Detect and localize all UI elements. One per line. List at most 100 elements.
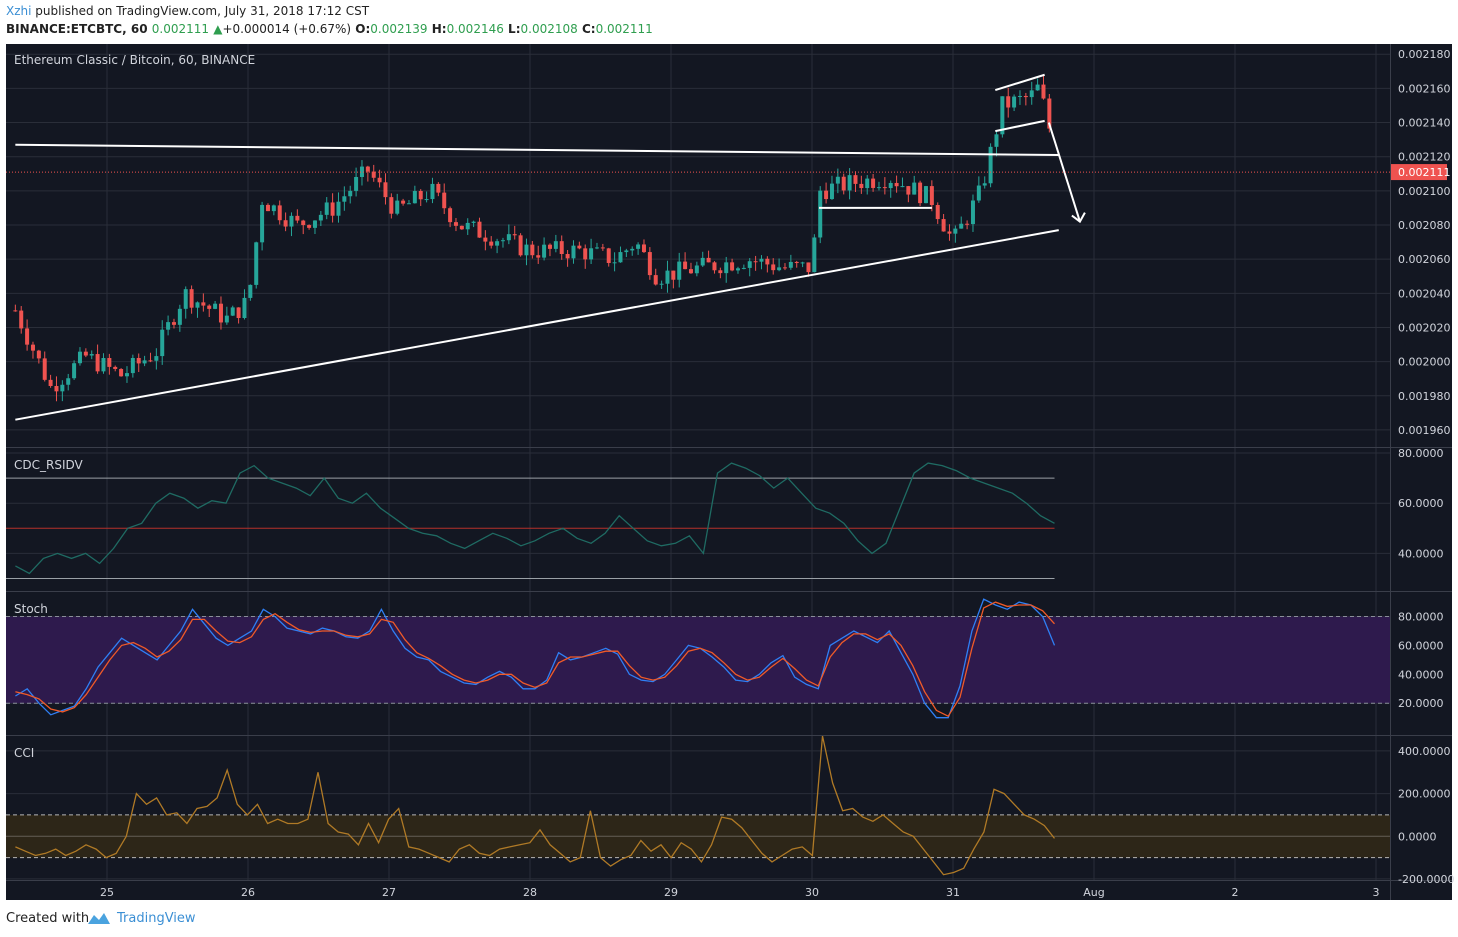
candle-body <box>900 186 905 188</box>
candle-body <box>177 308 182 325</box>
candle-body <box>630 248 635 251</box>
candle-body <box>101 358 106 372</box>
candle-body <box>671 270 676 280</box>
trendline <box>995 73 1045 92</box>
candle-body <box>489 241 494 246</box>
candle-body <box>906 186 911 195</box>
candle-body <box>301 220 306 226</box>
candle-body <box>929 186 934 205</box>
candle-body <box>207 305 212 309</box>
y-tick-label: 0.002160 <box>1398 82 1451 95</box>
candle-body <box>201 302 206 306</box>
candle-body <box>77 351 82 364</box>
last-price: 0.002111 <box>151 22 210 36</box>
candle-body <box>524 244 529 256</box>
candle-body <box>612 262 617 264</box>
candle-body <box>865 178 870 189</box>
chart-header: Xzhi published on TradingView.com, July … <box>0 0 1458 44</box>
x-tick-label: 29 <box>664 886 678 899</box>
candle-body <box>1023 95 1028 98</box>
candle-body <box>500 240 505 242</box>
y-tick-label: 0.002120 <box>1398 151 1451 164</box>
y-tick-label: 400.0000 <box>1398 745 1451 758</box>
candle-body <box>624 250 629 253</box>
candle-body <box>683 261 688 270</box>
candle-body <box>401 200 406 204</box>
candle-body <box>606 248 611 263</box>
candle-body <box>559 241 564 254</box>
y-tick-label: 0.002000 <box>1398 356 1451 369</box>
high-value: 0.002146 <box>446 22 504 36</box>
candle-body <box>213 303 218 309</box>
rsi-pane <box>6 462 1055 579</box>
candle-body <box>289 215 294 227</box>
candle-body <box>359 166 364 177</box>
candle-body <box>189 289 194 308</box>
cci-pane <box>6 735 1390 876</box>
candle-body <box>348 190 353 197</box>
candle-body <box>800 262 805 264</box>
y-tick-label: -200.0000 <box>1398 873 1454 886</box>
x-tick-label: 30 <box>805 886 819 899</box>
candle-body <box>124 373 129 377</box>
chart-background <box>6 44 1452 900</box>
candle-body <box>735 268 740 271</box>
candle-body <box>154 356 159 361</box>
candle-body <box>589 248 594 260</box>
candle-body <box>248 284 253 298</box>
chart-canvas[interactable]: 25 26 27 28 29 30 31 Aug 2 3 0.002180 0.002160 0.002… <box>0 44 1458 900</box>
candle-body <box>113 366 118 370</box>
candle-body <box>970 200 975 225</box>
author-link[interactable]: Xzhi <box>6 4 32 18</box>
candle-body <box>36 350 41 359</box>
candle-body <box>436 183 441 193</box>
candle-body <box>941 219 946 232</box>
candle-body <box>395 200 400 214</box>
candle-body <box>965 223 970 225</box>
publish-line: Xzhi published on TradingView.com, July … <box>6 4 369 18</box>
candle-body <box>148 360 153 362</box>
candle-body <box>653 275 658 285</box>
change-value: +0.000014 (+0.67%) <box>222 22 352 36</box>
candle-body <box>318 214 323 221</box>
candle-body <box>418 191 423 200</box>
candle-body <box>730 262 735 271</box>
stoch-pane <box>6 598 1390 719</box>
candle-body <box>160 329 165 357</box>
y-tick-label: 200.0000 <box>1398 788 1451 801</box>
y-tick-label: 0.0000 <box>1398 830 1437 843</box>
candle-body <box>271 205 276 212</box>
candle-body <box>806 262 811 273</box>
candle-body <box>1017 95 1022 97</box>
tradingview-logo-icon[interactable] <box>86 910 112 926</box>
y-tick-label: 0.001980 <box>1398 390 1451 403</box>
last-price-tag <box>1391 164 1447 181</box>
candle-body <box>371 171 376 178</box>
candle-body <box>1006 96 1011 108</box>
y-tick-label: 0.002180 <box>1398 48 1451 61</box>
candle-body <box>888 182 893 189</box>
candle-body <box>741 267 746 269</box>
tradingview-link[interactable]: TradingView <box>117 911 196 926</box>
candle-body <box>224 315 229 323</box>
candle-body <box>72 363 77 379</box>
candle-body <box>694 265 699 274</box>
candle-body <box>677 261 682 280</box>
candle-body <box>935 204 940 220</box>
price-pane-title: Ethereum Classic / Bitcoin, 60, BINANCE <box>14 53 255 67</box>
candle-body <box>89 354 94 356</box>
candle-body <box>1041 84 1046 99</box>
candle-body <box>30 344 35 351</box>
quote-line: BINANCE:ETCBTC, 60 0.002111 ▲+0.000014 (… <box>6 22 653 36</box>
candle-body <box>947 231 952 234</box>
candle-body <box>829 183 834 200</box>
open-value: 0.002139 <box>370 22 428 36</box>
candle-body <box>724 262 729 274</box>
y-tick-label: 0.002040 <box>1398 287 1451 300</box>
candle-body <box>477 221 482 238</box>
stoch-band <box>6 616 1390 704</box>
y-tick-label: 40.0000 <box>1398 547 1444 560</box>
candle-body <box>782 267 787 269</box>
y-tick-label: 0.001960 <box>1398 424 1451 437</box>
candle-body <box>894 182 899 187</box>
